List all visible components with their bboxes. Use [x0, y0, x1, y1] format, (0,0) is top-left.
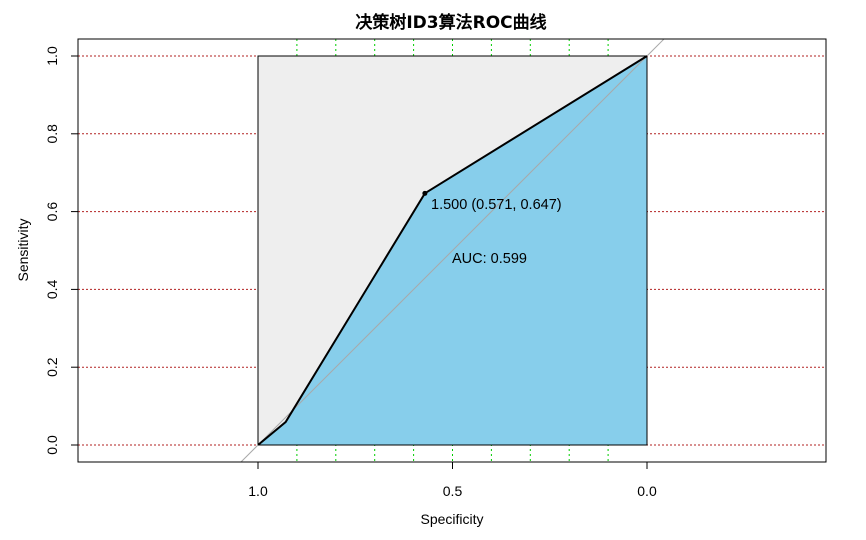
- y-tick-label: 0.0: [44, 435, 60, 455]
- max-auc-border: [257, 55, 648, 446]
- line-layer: [240, 38, 665, 463]
- auc-label: AUC: 0.599: [452, 251, 527, 267]
- y-tick-label: 1.0: [44, 46, 60, 66]
- chart-title: 决策树ID3算法ROC曲线: [355, 12, 546, 33]
- roc-curve: [257, 55, 648, 446]
- best-threshold-label: 1.500 (0.571, 0.647): [431, 197, 562, 213]
- x-tick-label: 0.0: [637, 483, 657, 499]
- x-axis-title: Specificity: [420, 511, 483, 527]
- x-tick-label: 1.0: [248, 483, 268, 499]
- x-tick-label: 0.5: [443, 483, 463, 499]
- y-tick-label: 0.8: [44, 124, 60, 144]
- diagonal-reference-line: [240, 38, 665, 463]
- best-threshold-point: [422, 190, 428, 196]
- y-axis-title: Sensitivity: [15, 218, 31, 281]
- y-tick-label: 0.4: [44, 279, 60, 299]
- y-tick-label: 0.2: [44, 357, 60, 377]
- y-tick-label: 0.6: [44, 202, 60, 222]
- axis-layer: 1.0 0.5 0.0 0.0 0.2 0.4 0.6 0.8 1.0: [44, 38, 827, 499]
